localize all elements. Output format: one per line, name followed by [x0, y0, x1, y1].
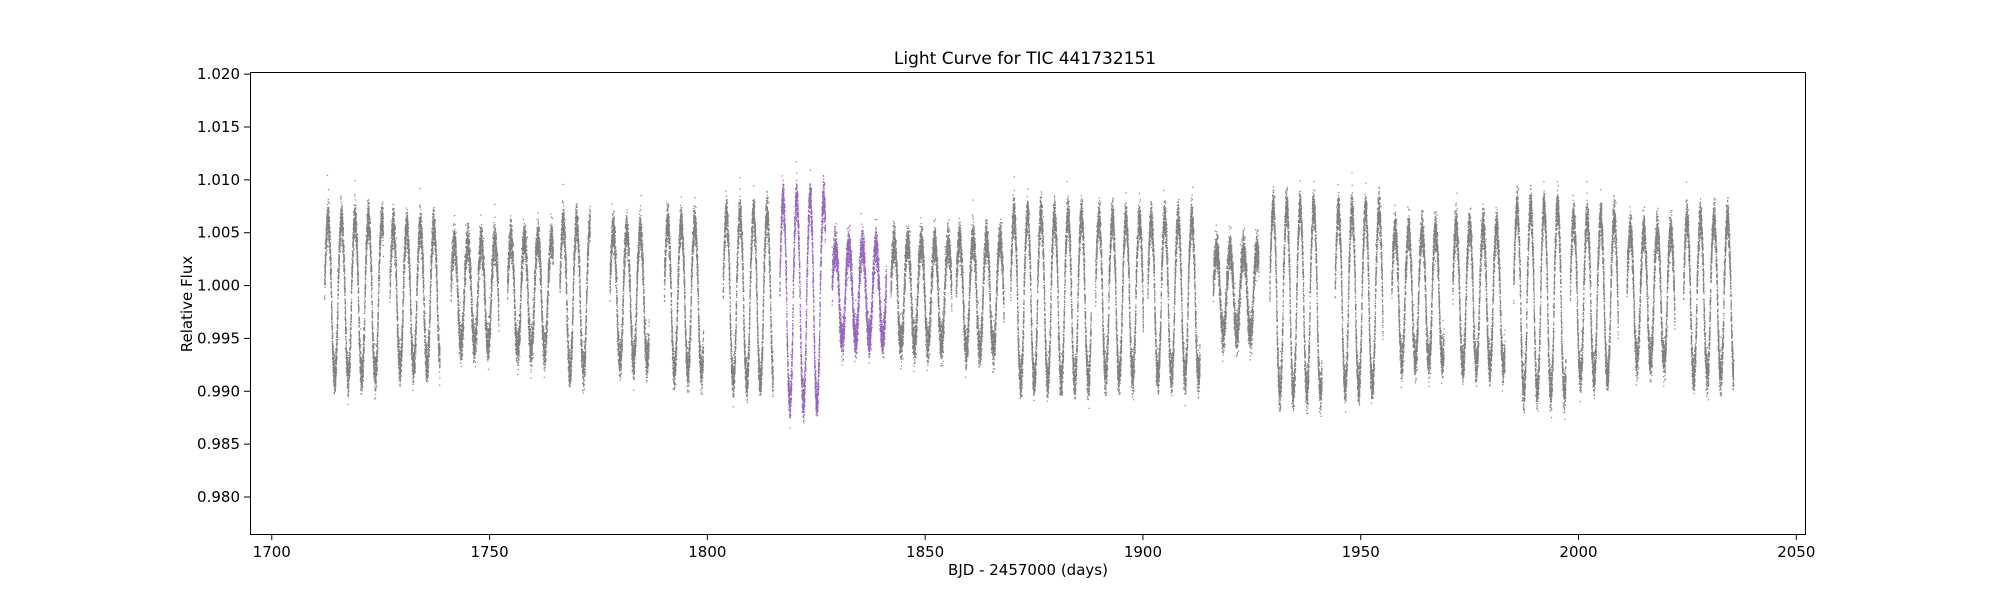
- y-tick-label: 0.985: [197, 435, 240, 453]
- y-tick-label: 1.015: [197, 118, 240, 136]
- data-points: [324, 161, 1734, 428]
- light-curve-segment: [832, 213, 888, 365]
- y-axis: 0.980 0.985 0.990 0.995 1.000 1.005 1.010 1.015…: [197, 65, 250, 506]
- chart-title: Light Curve for TIC 441732151: [894, 49, 1156, 69]
- plot-frame: [251, 73, 1806, 535]
- light-curve-segment: [389, 188, 440, 391]
- light-curve-segment: [1513, 181, 1566, 420]
- light-curve-segment: [664, 197, 704, 395]
- light-curve-segment: [1452, 193, 1505, 392]
- light-curve-segment: [324, 175, 384, 405]
- y-tick-label: 1.005: [197, 224, 240, 242]
- light-curve-segment: [450, 204, 499, 370]
- x-tick-label: 2000: [1559, 543, 1597, 561]
- light-curve-segment: [609, 195, 649, 391]
- y-tick-label: 1.010: [197, 171, 240, 189]
- x-tick-label: 1900: [1124, 543, 1162, 561]
- light-curve-segment: [559, 184, 591, 394]
- light-curve-segment: [1213, 225, 1260, 362]
- light-curve-segment: [890, 217, 952, 372]
- y-tick-label: 0.980: [197, 488, 240, 506]
- y-tick-label: 1.020: [197, 65, 240, 83]
- light-curve-segment: [1570, 181, 1619, 402]
- light-curve-segment: [1391, 205, 1444, 388]
- x-tick-label: 1800: [688, 543, 726, 561]
- light-curve-segment: [956, 200, 1005, 378]
- y-tick-label: 1.000: [197, 277, 240, 295]
- x-tick-label: 1750: [470, 543, 508, 561]
- light-curve-segment: [1269, 180, 1323, 417]
- x-tick-label: 1850: [906, 543, 944, 561]
- x-axis-label: BJD - 2457000 (days): [948, 561, 1108, 579]
- y-tick-label: 0.990: [197, 382, 240, 400]
- x-axis: 1700 1750 1800 1850 1900 1950 2000 2050: [253, 534, 1816, 561]
- y-tick-label: 0.995: [197, 329, 240, 347]
- light-curve-segment: [1683, 182, 1734, 401]
- light-curve-segment: [1095, 192, 1144, 400]
- light-curve-segment: [507, 213, 554, 379]
- x-tick-label: 2050: [1777, 543, 1815, 561]
- light-curve-segment: [779, 161, 826, 428]
- x-tick-label: 1950: [1342, 543, 1380, 561]
- light-curve-segment: [1010, 176, 1092, 409]
- light-curve-segment: [723, 177, 774, 407]
- light-curve-segment: [1626, 206, 1675, 386]
- light-curve-segment: [1335, 172, 1384, 412]
- y-axis-label: Relative Flux: [178, 256, 196, 353]
- light-curve-segment: [1147, 187, 1200, 407]
- x-tick-label: 1700: [253, 543, 291, 561]
